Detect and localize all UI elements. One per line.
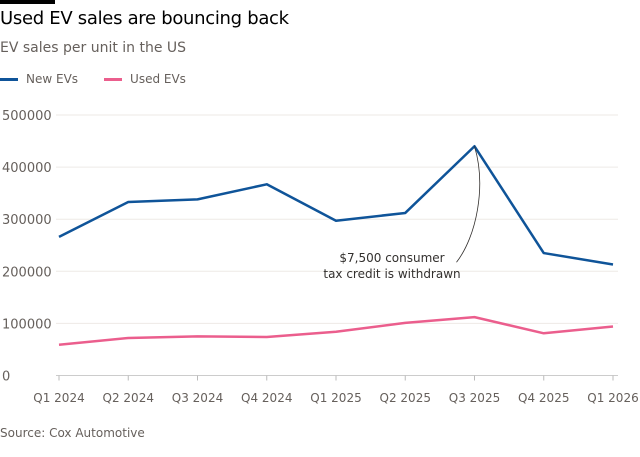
x-tick-label: Q2 2024 — [103, 391, 154, 405]
legend-label-used: Used EVs — [130, 72, 186, 86]
brand-bar — [0, 0, 55, 4]
annotation-connector — [456, 146, 481, 263]
y-tick-label: 0 — [2, 370, 10, 385]
x-tick-label: Q2 2025 — [380, 391, 431, 405]
legend-item-new: New EVs — [0, 72, 78, 86]
y-tick-label: 400000 — [2, 161, 52, 176]
y-tick-label: 300000 — [2, 213, 52, 228]
source-note: Source: Cox Automotive — [0, 426, 145, 440]
legend-swatch-new — [0, 77, 18, 81]
series-line-used — [58, 315, 614, 347]
x-tick-label: Q1 2025 — [310, 391, 361, 405]
y-tick-label: 200000 — [2, 265, 52, 280]
legend-item-used: Used EVs — [104, 72, 186, 86]
x-tick-label: Q1 2024 — [33, 391, 84, 405]
x-tick-label: Q3 2024 — [172, 391, 223, 405]
y-tick-label: 500000 — [2, 109, 52, 124]
legend-label-new: New EVs — [26, 72, 79, 86]
x-tick-label: Q1 2026 — [587, 391, 638, 405]
chart-subtitle: EV sales per unit in the US — [0, 40, 187, 56]
legend-swatch-used — [104, 77, 123, 81]
chart-title: Used EV sales are bouncing back — [0, 8, 289, 29]
x-tick-label: Q4 2024 — [241, 391, 292, 405]
annotation-text: $7,500 consumer — [339, 251, 444, 265]
series-line-new — [58, 145, 614, 266]
legend: New EVs Used EVs — [0, 72, 186, 86]
x-tick-label: Q3 2025 — [449, 391, 500, 405]
annotation-text: tax credit is withdrawn — [323, 267, 460, 281]
x-tick-label: Q4 2025 — [518, 391, 569, 405]
y-tick-label: 100000 — [2, 317, 52, 332]
